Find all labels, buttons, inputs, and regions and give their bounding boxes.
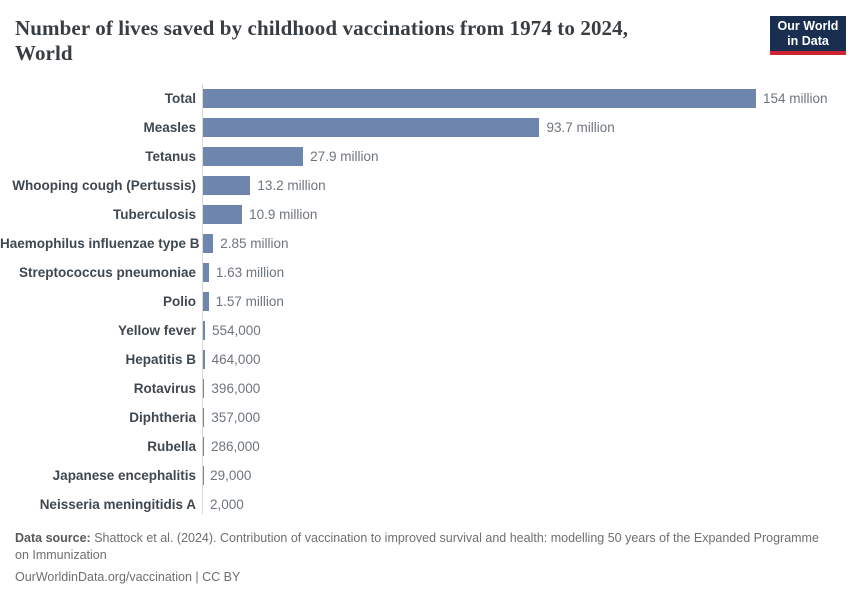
value-label: 13.2 million <box>257 178 326 193</box>
category-label: Streptococcus pneumoniae <box>18 265 196 280</box>
value-label: 2.85 million <box>220 236 289 251</box>
bar[interactable] <box>203 176 251 195</box>
bar[interactable] <box>203 408 205 427</box>
category-label: Total <box>164 91 196 106</box>
owid-logo-text-line1: Our World <box>777 19 839 33</box>
category-label: Diphtheria <box>129 410 196 425</box>
value-label: 464,000 <box>211 352 261 367</box>
owid-logo[interactable]: Our World in Data <box>770 16 846 55</box>
value-label: 93.7 million <box>546 120 615 135</box>
bar[interactable] <box>203 263 209 282</box>
bar[interactable] <box>203 437 205 456</box>
bar-plot-area: 2.85 million <box>203 229 289 258</box>
bar-row: Rubella 286,000 <box>0 432 850 461</box>
bar-row: Rotavirus 396,000 <box>0 374 850 403</box>
category-label: Japanese encephalitis <box>52 468 196 483</box>
bar-row: Japanese encephalitis 29,000 <box>0 461 850 490</box>
bar[interactable] <box>203 234 214 253</box>
bar-row: Neisseria meningitidis A 2,000 <box>0 490 850 519</box>
value-label: 2,000 <box>210 497 244 512</box>
category-label: Measles <box>143 120 196 135</box>
bar[interactable] <box>203 350 205 369</box>
category-label: Hepatitis B <box>125 352 196 367</box>
bar[interactable] <box>203 89 756 108</box>
owid-logo-text-line2: in Data <box>787 34 829 48</box>
value-label: 286,000 <box>211 439 260 454</box>
owid-link-and-license[interactable]: OurWorldinData.org/vaccination | CC BY <box>15 570 241 584</box>
bar-plot-area: 2,000 <box>203 490 244 519</box>
bar-plot-area: 29,000 <box>203 461 251 490</box>
page-title-line1: Number of lives saved by childhood vacci… <box>15 16 629 40</box>
bar[interactable] <box>203 292 209 311</box>
bar[interactable] <box>203 147 304 166</box>
bar-plot-area: 554,000 <box>203 316 261 345</box>
value-label: 27.9 million <box>310 149 379 164</box>
bar-plot-area: 1.57 million <box>203 287 284 316</box>
bar-plot-area: 10.9 million <box>203 200 317 229</box>
category-label: Rubella <box>147 439 196 454</box>
data-source-label: Data source: <box>15 531 91 545</box>
bar[interactable] <box>203 205 243 224</box>
y-axis-line <box>202 84 203 514</box>
bar-row: Yellow fever 554,000 <box>0 316 850 345</box>
bar-plot-area: 464,000 <box>203 345 260 374</box>
value-label: 154 million <box>763 91 828 106</box>
value-label: 357,000 <box>211 410 261 425</box>
chart-rows: Total 154 million Measles 93.7 million Tetan… <box>0 84 850 519</box>
bar-row: Whooping cough (Pertussis) 13.2 million <box>0 171 850 200</box>
bar[interactable] <box>203 321 205 340</box>
value-label: 1.57 million <box>215 294 284 309</box>
bar-plot-area: 27.9 million <box>203 142 378 171</box>
category-label: Tetanus <box>145 149 196 164</box>
bar-row: Diphtheria 357,000 <box>0 403 850 432</box>
data-source-note: Data source: Shattock et al. (2024). Con… <box>15 530 827 564</box>
bar[interactable] <box>203 118 540 137</box>
bar-plot-area: 396,000 <box>203 374 260 403</box>
value-label: 396,000 <box>211 381 261 396</box>
bar-row: Hepatitis B 464,000 <box>0 345 850 374</box>
bar-row: Tuberculosis 10.9 million <box>0 200 850 229</box>
category-label: Neisseria meningitidis A <box>39 497 196 512</box>
page-title: Number of lives saved by childhood vacci… <box>15 16 628 66</box>
value-label: 10.9 million <box>249 207 318 222</box>
bar[interactable] <box>203 379 205 398</box>
bar-row: Total 154 million <box>0 84 850 113</box>
bar-row: Polio 1.57 million <box>0 287 850 316</box>
category-label: Yellow fever <box>117 323 196 338</box>
bar-row: Measles 93.7 million <box>0 113 850 142</box>
bar-row: Tetanus 27.9 million <box>0 142 850 171</box>
value-label: 1.63 million <box>215 265 285 280</box>
category-label: Whooping cough (Pertussis) <box>12 178 196 193</box>
data-source-text: Shattock et al. (2024). Contribution of … <box>15 531 819 562</box>
bar-plot-area: 1.63 million <box>203 258 284 287</box>
category-label: Rotavirus <box>133 381 196 396</box>
bar-plot-area: 93.7 million <box>203 113 615 142</box>
category-label: Polio <box>163 294 196 309</box>
category-label: Haemophilus influenzae type B <box>0 236 200 251</box>
bar-plot-area: 154 million <box>203 84 828 113</box>
value-label: 554,000 <box>211 323 261 338</box>
page-title-line2: World <box>15 41 73 65</box>
bar-plot-area: 13.2 million <box>203 171 326 200</box>
bar-chart: Total 154 million Measles 93.7 million Tetan… <box>0 84 850 519</box>
bar-row: Streptococcus pneumoniae 1.63 million <box>0 258 850 287</box>
bar-plot-area: 286,000 <box>203 432 260 461</box>
value-label: 29,000 <box>210 468 252 483</box>
bar-plot-area: 357,000 <box>203 403 260 432</box>
bar-row: Haemophilus influenzae type B 2.85 millio… <box>0 229 850 258</box>
category-label: Tuberculosis <box>112 207 196 222</box>
chart-footer: Data source: Shattock et al. (2024). Con… <box>15 530 827 586</box>
